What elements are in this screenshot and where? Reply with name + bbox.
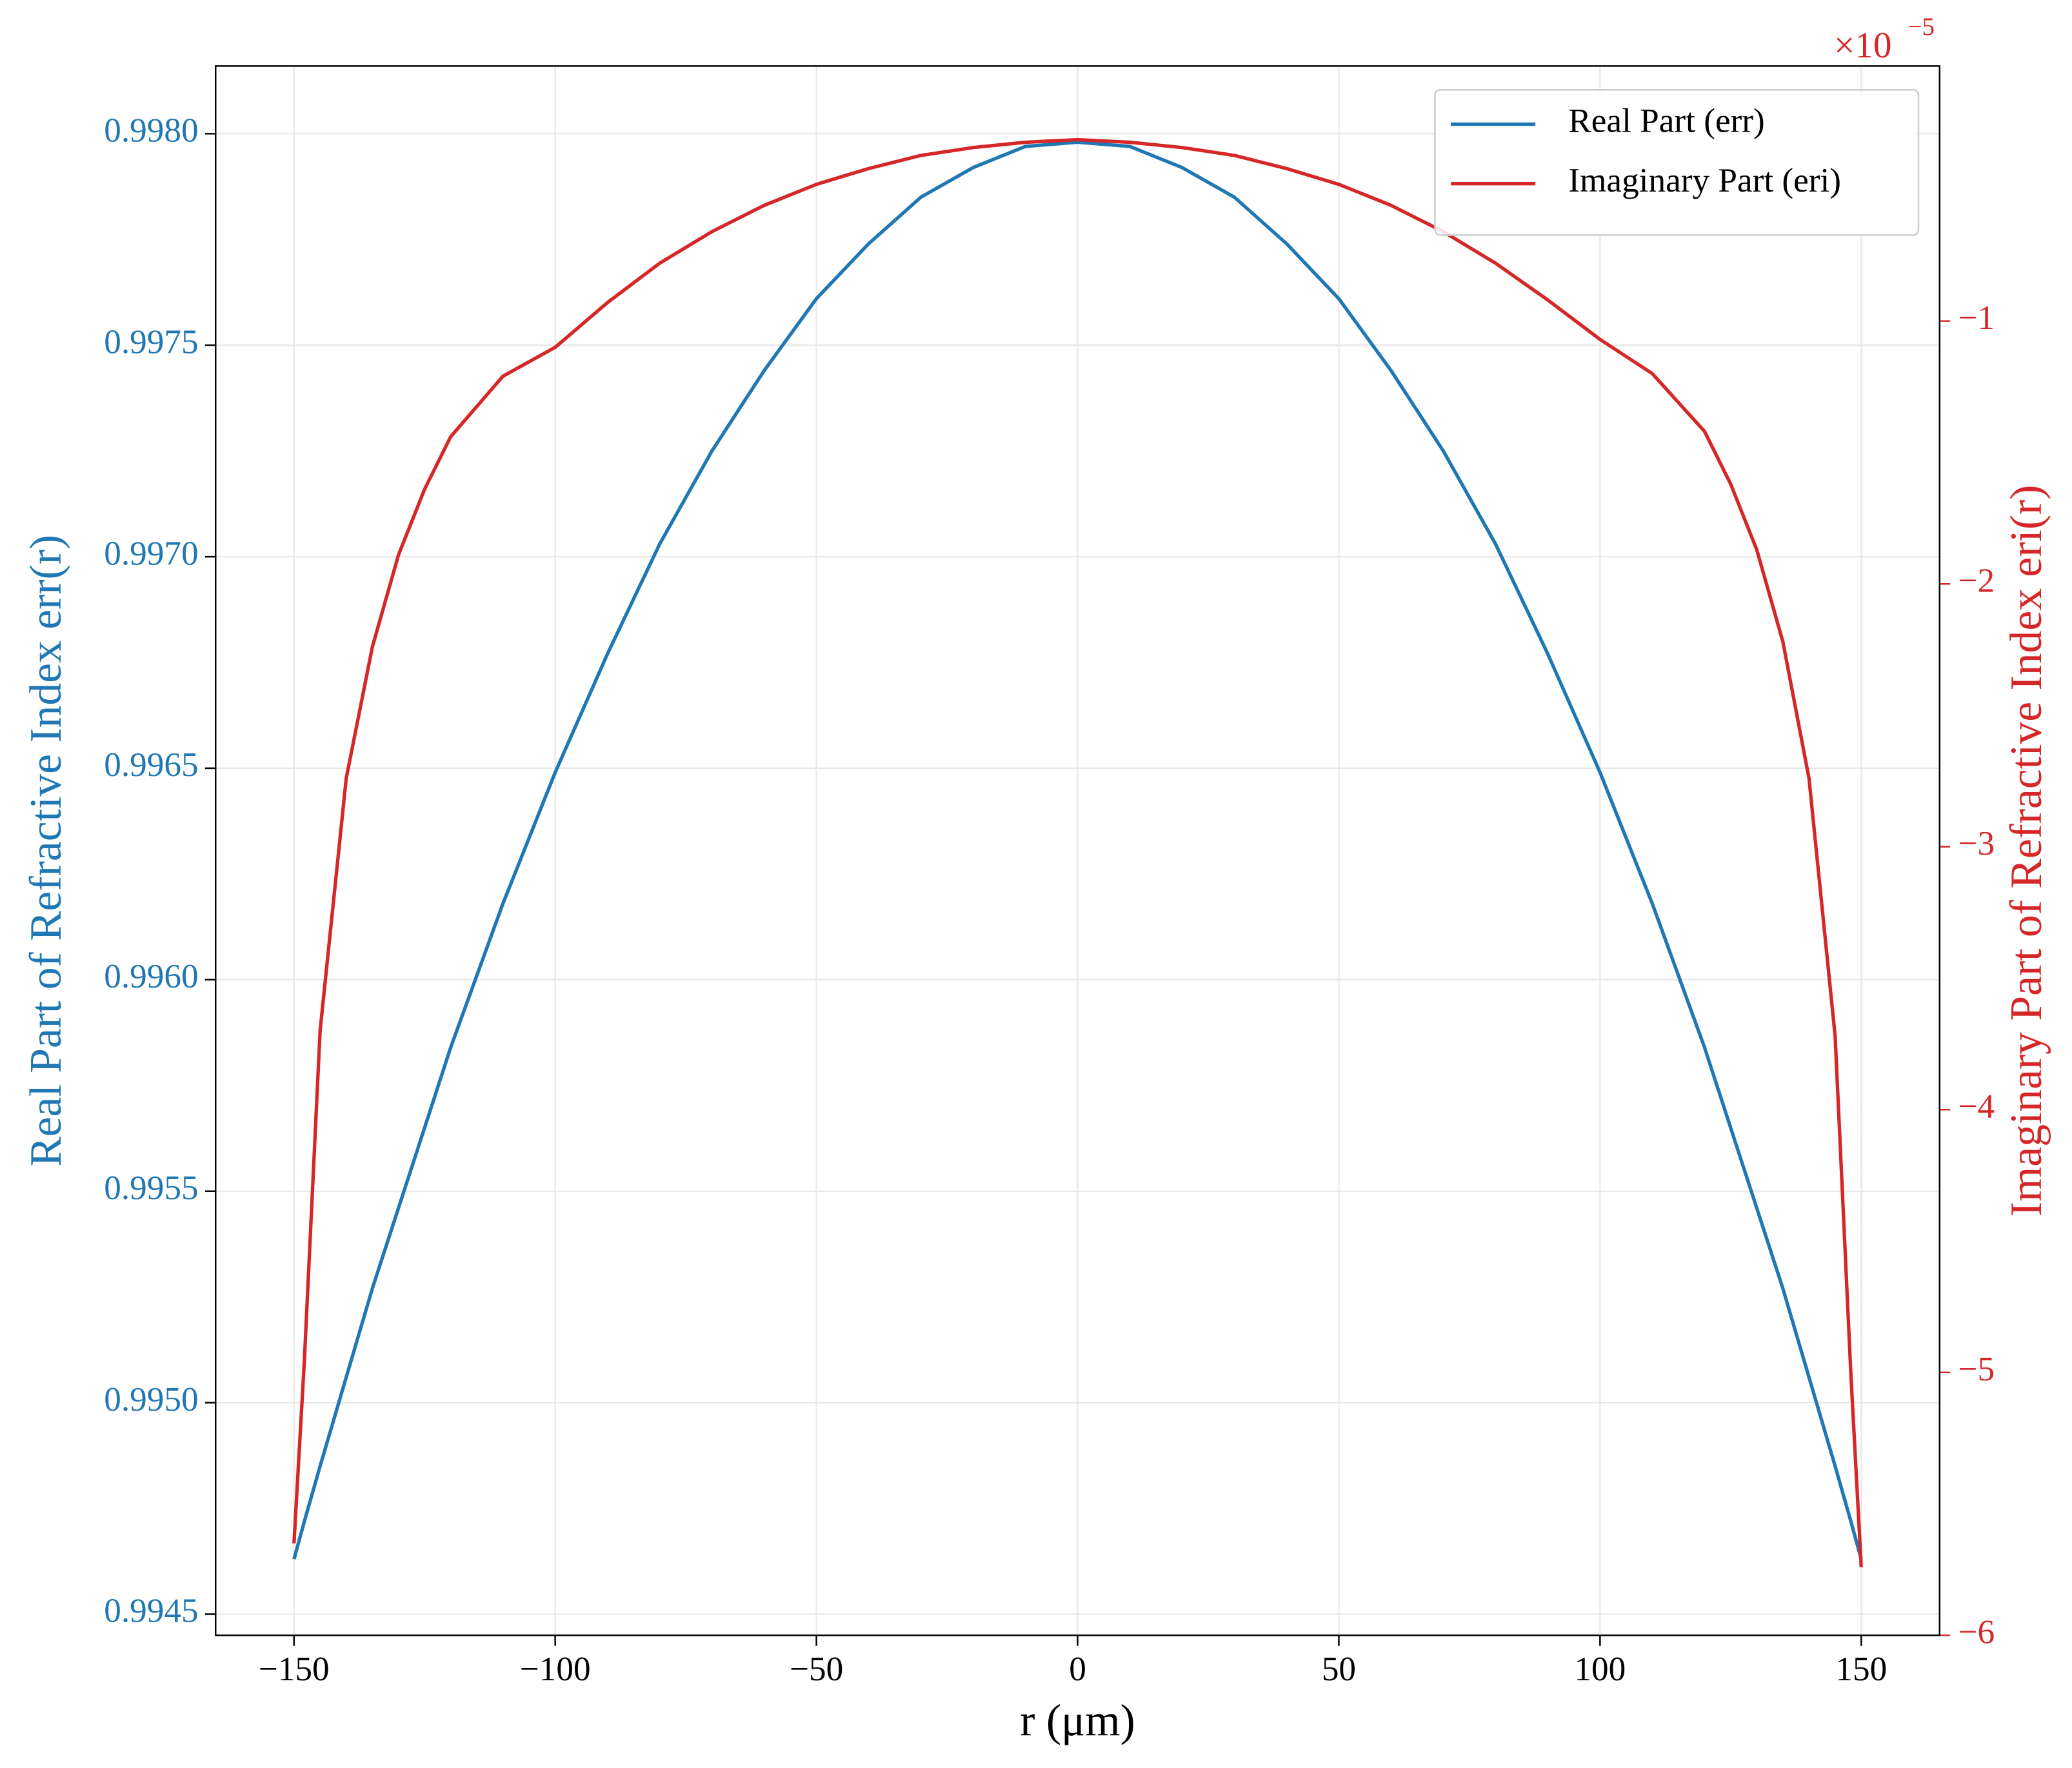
y-tick-label: 0.9975 bbox=[104, 323, 198, 361]
data-line bbox=[292, 137, 1863, 1567]
legend-label: Imaginary Part (eri) bbox=[1568, 161, 1841, 199]
y2-axis-label: Imaginary Part of Refractive Index eri(r… bbox=[2002, 485, 2051, 1217]
x-tick-label: 150 bbox=[1835, 1650, 1887, 1688]
y-tick-label: 0.9960 bbox=[104, 957, 198, 995]
legend-box bbox=[1434, 89, 1920, 236]
y-tick-label: 0.9965 bbox=[104, 746, 198, 784]
y-tick-label: 0.9970 bbox=[104, 534, 198, 572]
y2-tick-label: −6 bbox=[1958, 1613, 1995, 1651]
y-tick-label: 0.9955 bbox=[104, 1169, 198, 1207]
y2-tick-label: −5 bbox=[1958, 1350, 1995, 1388]
axes-frame bbox=[215, 65, 1940, 1636]
y2-tick-label: −1 bbox=[1958, 299, 1995, 337]
y2-tick-label: −2 bbox=[1958, 561, 1995, 599]
y2-tick-label: −4 bbox=[1958, 1087, 1995, 1125]
y2-offset-text: ×10 bbox=[1834, 25, 1892, 66]
x-axis-label: r (μm) bbox=[1020, 1696, 1135, 1746]
y-tick-label: 0.9980 bbox=[104, 112, 198, 150]
x-tick-label: 0 bbox=[1069, 1650, 1086, 1688]
x-tick-label: 100 bbox=[1574, 1650, 1626, 1688]
x-tick-label: −50 bbox=[790, 1650, 843, 1688]
x-tick-label: 50 bbox=[1322, 1650, 1356, 1688]
y2-offset-exponent: −5 bbox=[1908, 13, 1935, 41]
x-tick-label: −100 bbox=[520, 1650, 591, 1688]
legend-label: Real Part (err) bbox=[1568, 102, 1764, 140]
y2-tick-label: −3 bbox=[1958, 824, 1995, 862]
x-tick-label: −150 bbox=[259, 1650, 330, 1688]
data-line bbox=[292, 140, 1863, 1560]
y-axis-label: Real Part of Refractive Index err(r) bbox=[21, 535, 71, 1167]
y-tick-label: 0.9945 bbox=[104, 1592, 198, 1630]
y-tick-label: 0.9950 bbox=[104, 1380, 198, 1418]
